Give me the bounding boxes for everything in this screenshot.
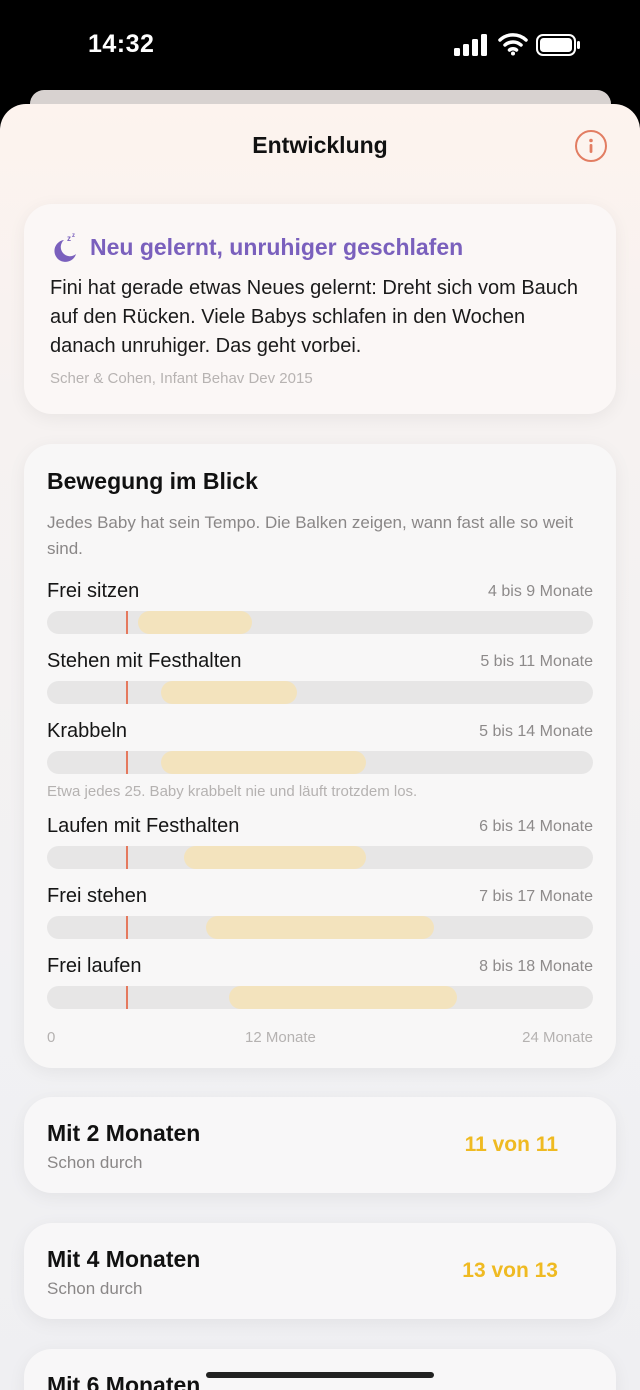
month-group-card[interactable]: Mit 2 Monaten Schon durch 11 von 11 <box>24 1097 616 1193</box>
movement-overview-card: Bewegung im Blick Jedes Baby hat sein Te… <box>24 444 616 1068</box>
month-group-count: 13 von 13 <box>462 1259 558 1282</box>
month-group-title: Mit 4 Monaten <box>47 1246 201 1272</box>
svg-text:z: z <box>67 234 71 243</box>
battery-icon <box>536 34 580 56</box>
development-sheet: Entwicklung z z Neu gelernt, unruhiger g… <box>0 104 640 1390</box>
month-group-title: Mit 2 Monaten <box>47 1120 201 1146</box>
month-group-count: 11 von 11 <box>464 1133 558 1156</box>
milestone-track <box>47 611 593 634</box>
milestone-range-bar <box>160 751 366 774</box>
milestone-range: 8 bis 18 Monate <box>479 958 593 975</box>
insight-text: Fini hat gerade etwas Neues gelernt: Dre… <box>50 277 579 357</box>
milestone-track <box>47 986 593 1009</box>
milestone-range-bar <box>183 846 366 869</box>
milestone-name: Krabbeln <box>47 720 128 742</box>
axis-label-end: 24 Monate <box>522 1029 593 1046</box>
month-group-card[interactable]: Mit 6 Monaten <box>24 1349 616 1390</box>
info-icon <box>589 138 593 153</box>
current-age-marker <box>125 986 128 1009</box>
month-group-card[interactable]: Mit 4 Monaten Schon durch 13 von 13 <box>24 1223 616 1319</box>
svg-text:z: z <box>72 233 75 239</box>
status-time: 14:32 <box>88 30 155 58</box>
month-group-status: Schon durch <box>47 1279 143 1298</box>
status-bar: 14:32 <box>0 0 640 92</box>
milestone-range: 7 bis 17 Monate <box>479 888 593 905</box>
axis-label-mid: 12 Monate <box>245 1029 316 1046</box>
cellular-signal-icon <box>454 34 487 56</box>
month-group-title: Mit 6 Monaten <box>47 1372 201 1390</box>
milestone-range: 6 bis 14 Monate <box>479 818 593 835</box>
current-age-marker <box>125 916 128 939</box>
movement-description: Jedes Baby hat sein Tempo. Die Balken ze… <box>47 513 574 558</box>
month-group-status: Schon durch <box>47 1153 143 1172</box>
milestone-name: Frei sitzen <box>47 580 140 602</box>
milestone-range-bar <box>160 681 298 704</box>
page-title: Entwicklung <box>252 132 388 158</box>
milestone-range: 4 bis 9 Monate <box>488 583 593 600</box>
milestone-range-bar <box>138 611 252 634</box>
milestone-track <box>47 751 593 774</box>
milestone-track <box>47 681 593 704</box>
milestone-range: 5 bis 11 Monate <box>480 653 593 670</box>
milestone-range-bar <box>229 986 457 1009</box>
movement-title: Bewegung im Blick <box>47 468 258 494</box>
home-indicator <box>206 1372 434 1378</box>
current-age-marker <box>125 681 128 704</box>
wifi-icon <box>498 33 528 56</box>
info-button[interactable] <box>575 130 607 162</box>
milestone-name: Stehen mit Festhalten <box>47 650 242 672</box>
moon-sleep-icon: z z <box>54 233 76 262</box>
milestone-range: 5 bis 14 Monate <box>479 723 593 740</box>
milestone-track <box>47 846 593 869</box>
current-age-marker <box>125 751 128 774</box>
milestone-name: Frei stehen <box>47 885 148 907</box>
current-age-marker <box>125 846 128 869</box>
sleep-insight-card[interactable]: z z Neu gelernt, unruhiger geschlafen Fi… <box>24 204 616 414</box>
current-age-marker <box>125 611 128 634</box>
insight-title: Neu gelernt, unruhiger geschlafen <box>90 234 464 260</box>
axis-label-start: 0 <box>47 1029 56 1046</box>
milestone-name: Laufen mit Festhalten <box>47 815 240 837</box>
crawling-note: Etwa jedes 25. Baby krabbelt nie und läu… <box>47 783 418 800</box>
insight-source: Scher & Cohen, Infant Behav Dev 2015 <box>50 370 313 387</box>
milestone-track <box>47 916 593 939</box>
milestone-range-bar <box>206 916 434 939</box>
milestone-name: Frei laufen <box>47 955 142 977</box>
